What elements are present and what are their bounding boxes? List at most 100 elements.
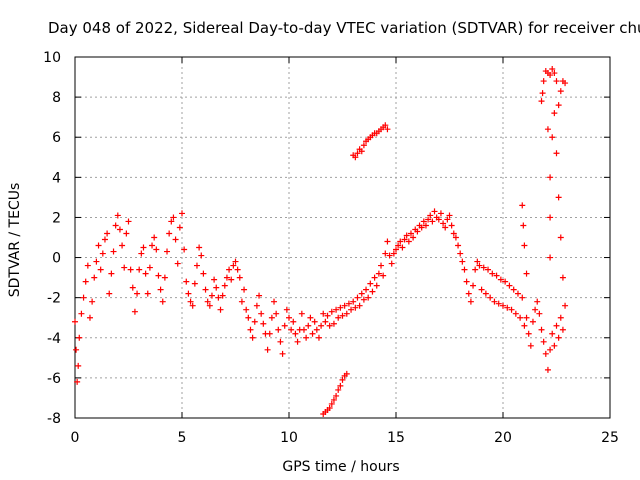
data-point — [300, 326, 307, 333]
data-point — [253, 302, 260, 309]
data-point — [437, 210, 444, 217]
data-point — [555, 102, 562, 109]
data-point — [544, 126, 551, 133]
data-point — [514, 290, 521, 297]
data-point — [149, 242, 156, 249]
data-point — [277, 338, 284, 345]
data-point — [521, 322, 528, 329]
data-point — [281, 322, 288, 329]
data-point — [91, 274, 98, 281]
data-point — [549, 330, 556, 337]
data-point — [382, 122, 389, 129]
data-point — [204, 298, 211, 305]
data-point — [238, 298, 245, 305]
data-point — [354, 294, 361, 301]
data-point — [474, 258, 481, 265]
data-point — [482, 290, 489, 297]
data-point — [146, 264, 153, 271]
data-point — [144, 290, 151, 297]
data-point — [529, 318, 536, 325]
data-point — [429, 218, 436, 225]
data-point — [523, 314, 530, 321]
data-point — [324, 312, 331, 319]
data-point — [166, 230, 173, 237]
data-point — [360, 142, 367, 149]
data-point — [288, 326, 295, 333]
data-point — [275, 326, 282, 333]
data-point — [547, 72, 554, 79]
data-point — [384, 238, 391, 245]
data-point — [446, 212, 453, 219]
data-point — [386, 252, 393, 259]
data-point — [104, 230, 111, 237]
data-point — [341, 302, 348, 309]
data-point — [555, 194, 562, 201]
data-point — [390, 250, 397, 257]
data-point — [110, 248, 117, 255]
plot-frame — [74, 56, 611, 419]
data-point — [151, 234, 158, 241]
data-point — [553, 150, 560, 157]
data-point — [236, 274, 243, 281]
data-point — [264, 346, 271, 353]
data-point — [307, 314, 314, 321]
data-point — [399, 244, 406, 251]
data-point — [532, 306, 539, 313]
data-point — [131, 308, 138, 315]
data-point — [74, 378, 81, 385]
data-point — [547, 214, 554, 221]
axis-ticks: 0 5 10 15 20 25 -8 -6 -4 -2 0 2 4 6 8 10 — [43, 50, 619, 446]
data-point — [378, 262, 385, 269]
data-point — [343, 370, 350, 377]
data-point — [551, 110, 558, 117]
y-tick-label: -2 — [47, 291, 61, 307]
data-point — [303, 334, 310, 341]
series-late-excursion — [519, 66, 569, 281]
data-point — [333, 392, 340, 399]
data-point — [335, 314, 342, 321]
data-point — [508, 306, 515, 313]
data-point — [422, 222, 429, 229]
data-point — [187, 298, 194, 305]
data-point — [549, 66, 556, 73]
data-point — [450, 230, 457, 237]
data-point — [311, 318, 318, 325]
data-point — [273, 310, 280, 317]
data-point — [328, 400, 335, 407]
data-point — [226, 266, 233, 273]
data-point — [176, 224, 183, 231]
data-point — [76, 334, 83, 341]
data-point — [555, 334, 562, 341]
data-point — [512, 310, 519, 317]
data-point — [551, 342, 558, 349]
data-point — [206, 302, 213, 309]
x-tick-label: 15 — [387, 430, 405, 446]
data-point — [495, 300, 502, 307]
data-points — [72, 66, 569, 417]
data-point — [134, 290, 141, 297]
data-point — [232, 258, 239, 265]
y-tick-label: -4 — [47, 331, 61, 347]
data-point — [510, 286, 517, 293]
y-tick-label: 0 — [52, 251, 61, 267]
data-point — [384, 126, 391, 133]
data-point — [213, 284, 220, 291]
data-point — [500, 302, 506, 309]
data-point — [405, 238, 412, 245]
data-point — [467, 298, 474, 305]
data-point — [418, 224, 425, 231]
data-point — [557, 88, 564, 95]
data-point — [452, 234, 459, 241]
data-point — [354, 150, 361, 157]
data-point — [202, 286, 209, 293]
data-point — [497, 276, 504, 283]
data-point — [80, 294, 87, 301]
data-point — [333, 306, 340, 313]
data-point — [119, 242, 126, 249]
data-point — [562, 80, 569, 87]
data-point — [217, 306, 224, 313]
data-point — [493, 272, 500, 279]
data-point — [375, 270, 382, 277]
data-point — [234, 266, 241, 273]
data-point — [294, 338, 301, 345]
